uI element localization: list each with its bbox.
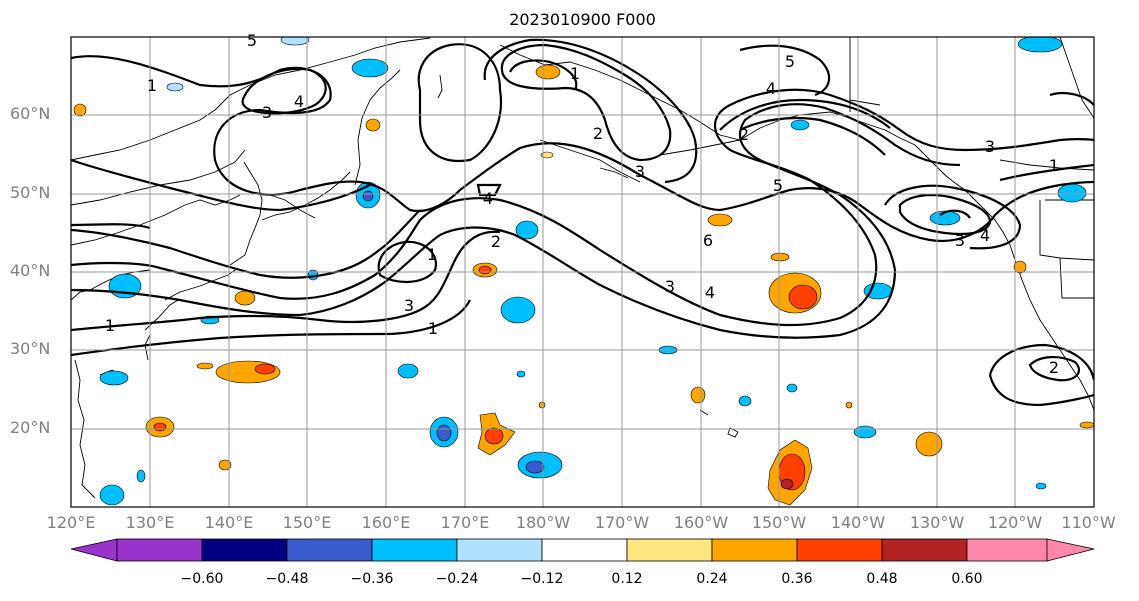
contour-label: 1 <box>1049 156 1059 175</box>
lon-label: 170°E <box>440 513 490 532</box>
contour-label: 3 <box>635 162 645 181</box>
colorbar-tick-label: −0.36 <box>350 571 394 587</box>
colorbar-tick-label: −0.12 <box>520 571 564 587</box>
colorbar-segment <box>796 538 883 562</box>
lat-label: 60°N <box>10 104 51 123</box>
lon-label: 130°W <box>909 513 965 532</box>
contour-label: 2 <box>491 232 501 251</box>
lon-label: 160°E <box>361 513 411 532</box>
contour-label: 3 <box>404 296 414 315</box>
lon-label: 120°E <box>46 513 96 532</box>
contour-label: 1 <box>105 316 115 335</box>
lon-label: 180°W <box>515 513 571 532</box>
contour-label: 4 <box>766 79 776 98</box>
lon-label: 120°W <box>987 513 1043 532</box>
lon-label: 130°E <box>125 513 175 532</box>
colorbar-tick-label: 0.36 <box>781 571 813 587</box>
contour-label: 6 <box>703 231 713 250</box>
colorbar-segment <box>626 538 713 562</box>
colorbar <box>70 538 1095 562</box>
contour-label: 2 <box>739 125 749 144</box>
lat-label: 50°N <box>10 183 51 202</box>
contour-label: 3 <box>665 277 675 296</box>
lon-label: 110°W <box>1061 513 1116 532</box>
lon-label: 140°W <box>830 513 886 532</box>
graticule <box>71 37 1094 507</box>
colorbar-segment <box>881 538 968 562</box>
colorbar-segment <box>286 538 373 562</box>
contour-label: 5 <box>773 176 783 195</box>
colorbar-tick-label: −0.24 <box>435 571 479 587</box>
contour-label: 3 <box>955 231 965 250</box>
contour-label: 1 <box>147 76 157 95</box>
lon-label: 170°W <box>594 513 650 532</box>
colorbar-tick-label: 0.12 <box>611 571 643 587</box>
colorbar-segment <box>201 538 288 562</box>
lon-label: 150°E <box>282 513 332 532</box>
map-frame <box>70 36 1095 508</box>
contour-labels: 5 1 4 3 1 2 3 5 4 2 3 1 4 5 6 2 4 3 1 4 … <box>105 31 1059 377</box>
contour-label: 1 <box>570 64 580 83</box>
contour-label: 2 <box>1049 358 1059 377</box>
lat-label: 20°N <box>10 418 51 437</box>
lon-label: 150°W <box>751 513 807 532</box>
contour-label: 1 <box>428 319 438 338</box>
contour-label: 5 <box>785 52 795 71</box>
lon-label: 160°W <box>673 513 729 532</box>
colorbar-tick-label: −0.60 <box>180 571 224 587</box>
colorbar-segment <box>116 538 203 562</box>
contour-label: 3 <box>985 137 995 156</box>
contour-label: 4 <box>980 226 990 245</box>
lon-label: 140°E <box>204 513 254 532</box>
colorbar-segment <box>70 538 118 562</box>
colorbar-segment <box>1046 538 1095 562</box>
colorbar-segment <box>711 538 798 562</box>
lat-label: 40°N <box>10 261 51 280</box>
contour-label: 3 <box>262 103 272 122</box>
map-title: 2023010900 F000 <box>509 10 656 29</box>
colorbar-segment <box>456 538 543 562</box>
colorbar-tick-label: 0.24 <box>696 571 728 587</box>
colorbar-segment <box>371 538 458 562</box>
colorbar-tick-label: 0.60 <box>951 571 983 587</box>
colorbar-segment <box>966 538 1048 562</box>
contour-label: 5 <box>247 31 257 50</box>
lat-label: 30°N <box>10 339 51 358</box>
colorbar-tick-label: −0.48 <box>265 571 309 587</box>
contour-label: 4 <box>294 92 304 111</box>
colorbar-tick-label: 0.48 <box>866 571 898 587</box>
contour-label: 4 <box>705 283 715 302</box>
contour-label: 1 <box>427 245 437 264</box>
contour-label: 2 <box>593 124 603 143</box>
contour-label: 4 <box>483 189 493 208</box>
colorbar-segment <box>541 538 628 562</box>
